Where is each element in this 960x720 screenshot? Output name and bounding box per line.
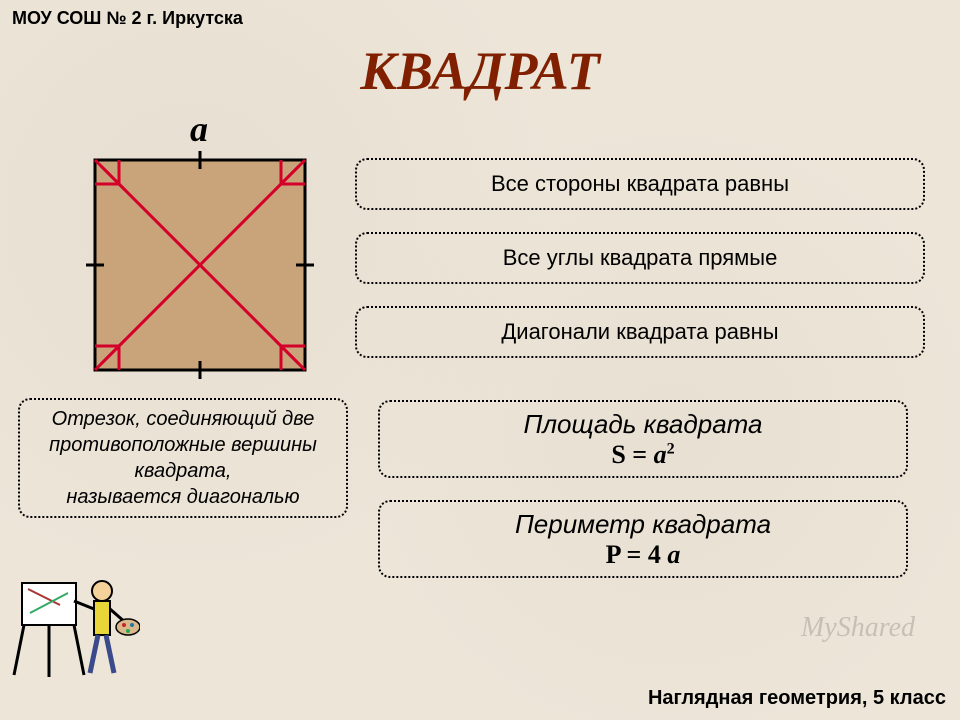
diag-line4: называется диагональю (66, 484, 299, 510)
square-diagram (85, 150, 315, 385)
area-formula: S = а2 (611, 440, 674, 470)
perim-label: Периметр квадрата (515, 509, 771, 540)
watermark: MyShared (801, 612, 915, 644)
footer-text: Наглядная геометрия, 5 класс (648, 687, 946, 710)
school-label: МОУ СОШ № 2 г. Иркутска (12, 8, 243, 29)
perimeter-box: Периметр квадрата P = 4 а (378, 500, 908, 578)
perim-formula: P = 4 а (606, 540, 681, 570)
perim-eq-var: а (667, 540, 680, 569)
property-text-3: Диагонали квадрата равны (501, 319, 778, 345)
diag-line1: Отрезок, соединяющий две (52, 406, 315, 432)
diagonal-definition: Отрезок, соединяющий две противоположные… (18, 398, 348, 518)
perim-eq-left: P = 4 (606, 540, 668, 569)
diag-line2: противоположные вершины (49, 432, 317, 458)
area-label: Площадь квадрата (524, 409, 763, 440)
area-eq-var: а (654, 440, 667, 469)
property-box-3: Диагонали квадрата равны (355, 306, 925, 358)
side-label: а (190, 108, 208, 150)
area-eq-sup: 2 (667, 440, 675, 457)
area-eq-left: S = (611, 440, 653, 469)
property-text-2: Все углы квадрата прямые (503, 245, 778, 271)
area-box: Площадь квадрата S = а2 (378, 400, 908, 478)
diag-line3: квадрата, (135, 458, 232, 484)
property-box-2: Все углы квадрата прямые (355, 232, 925, 284)
property-text-1: Все стороны квадрата равны (491, 171, 789, 197)
page-title: КВАДРАТ (0, 40, 960, 102)
property-box-1: Все стороны квадрата равны (355, 158, 925, 210)
artist-icon (10, 565, 140, 700)
